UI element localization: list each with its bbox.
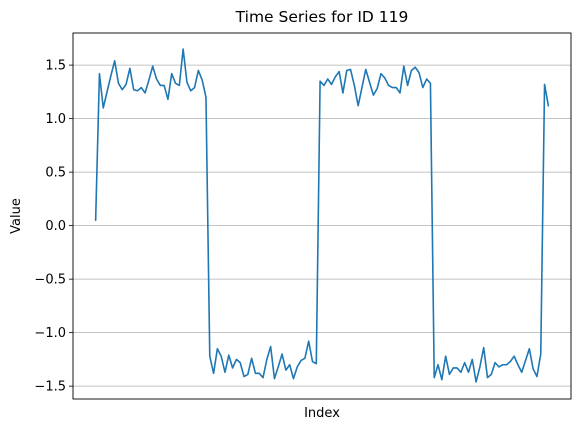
y-axis-ticks: 1.5 1.0 0.5 0.0 −0.5 −1.0 −1.5 [34, 59, 73, 395]
y-tick-label: −0.5 [34, 273, 66, 288]
grid-lines [73, 64, 571, 387]
y-tick-label: 0.5 [45, 166, 66, 181]
y-tick-label: 1.5 [45, 59, 66, 74]
y-axis-label: Value [9, 198, 24, 234]
y-tick-label: 1.0 [45, 112, 66, 127]
x-axis-label: Index [304, 406, 340, 421]
chart-title: Time Series for ID 119 [235, 8, 409, 26]
y-tick-label: 0.0 [45, 219, 66, 234]
plot-frame [72, 32, 572, 400]
y-tick-label: −1.5 [34, 380, 66, 395]
y-tick-label: −1.0 [34, 326, 66, 341]
series-line [94, 48, 550, 383]
